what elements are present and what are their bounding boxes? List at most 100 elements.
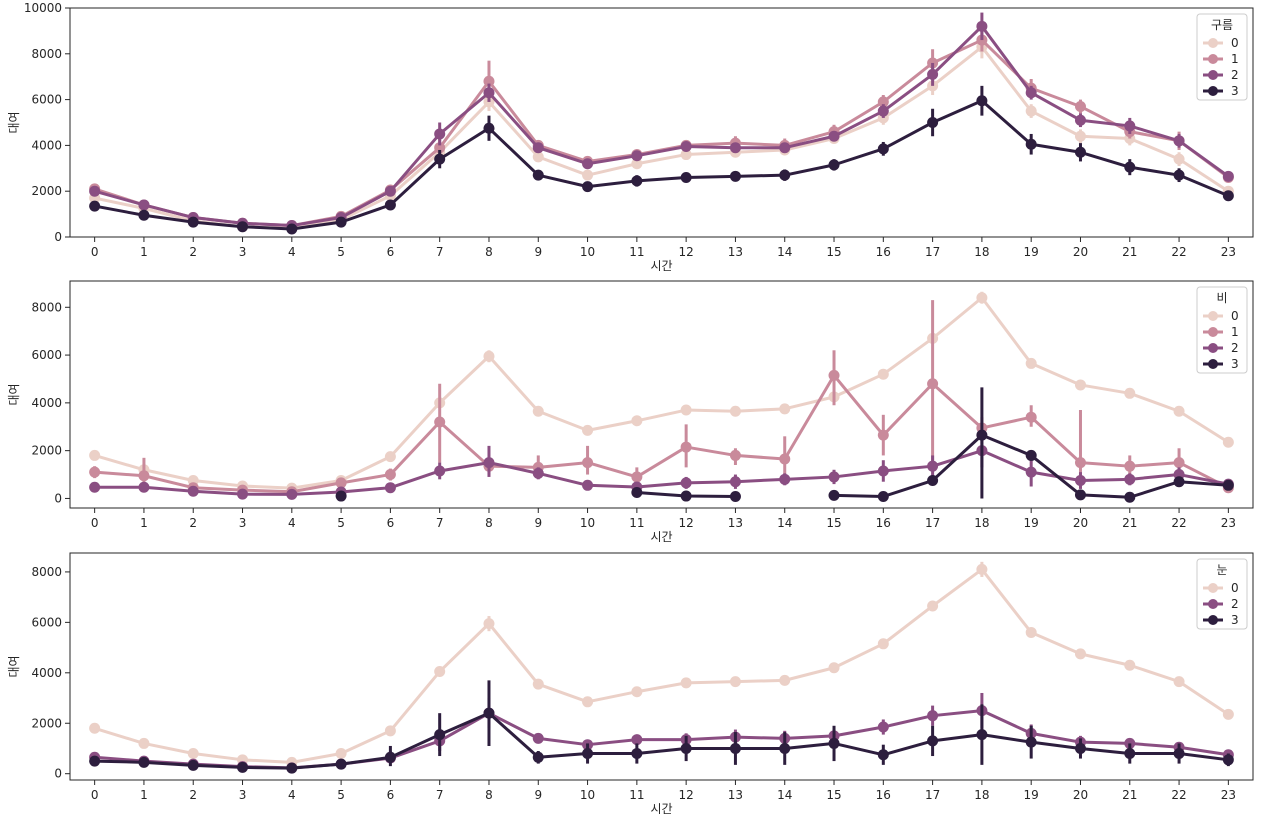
data-point (828, 737, 840, 749)
x-tick-label: 23 (1221, 245, 1236, 259)
data-point (877, 429, 889, 441)
data-point (927, 600, 939, 612)
x-tick-label: 19 (1024, 245, 1039, 259)
y-tick-label: 2000 (31, 184, 62, 198)
data-point (680, 149, 692, 161)
x-tick-label: 12 (679, 245, 694, 259)
data-point (779, 473, 791, 485)
x-tick-label: 18 (974, 788, 989, 802)
data-point (1222, 436, 1234, 448)
data-point (384, 199, 396, 211)
y-tick-label: 8000 (31, 300, 62, 314)
data-point (828, 159, 840, 171)
data-point (434, 142, 446, 154)
x-tick-label: 15 (826, 245, 841, 259)
data-point (138, 470, 150, 482)
data-point (1025, 449, 1037, 461)
data-point (877, 143, 889, 155)
data-point (927, 475, 939, 487)
y-axis-label: 대여 (7, 655, 21, 677)
data-point (779, 742, 791, 754)
legend: 비0 1 2 3 (1196, 286, 1248, 374)
data-point (89, 722, 101, 734)
data-point (237, 488, 249, 500)
data-point (680, 441, 692, 453)
data-point (1025, 138, 1037, 150)
x-tick-label: 23 (1221, 788, 1236, 802)
legend: 눈0 2 3 (1196, 558, 1248, 630)
data-point (1124, 491, 1136, 503)
x-tick-label: 16 (876, 516, 891, 530)
data-point (927, 710, 939, 722)
data-point (532, 732, 544, 744)
y-tick-label: 6000 (31, 93, 62, 107)
data-point (729, 142, 741, 154)
legend-marker (1208, 311, 1218, 321)
data-point (976, 95, 988, 107)
data-point (877, 368, 889, 380)
y-tick-label: 6000 (31, 348, 62, 362)
y-tick-label: 0 (54, 230, 62, 244)
data-point (976, 20, 988, 32)
data-point (927, 735, 939, 747)
data-point (483, 75, 495, 87)
data-point (384, 482, 396, 494)
data-point (483, 618, 495, 630)
data-point (582, 424, 594, 436)
data-point (1222, 190, 1234, 202)
data-point (286, 762, 298, 774)
x-tick-label: 0 (91, 516, 99, 530)
data-point (384, 751, 396, 763)
data-point (384, 451, 396, 463)
data-point (483, 87, 495, 99)
data-point (1124, 659, 1136, 671)
x-tick-label: 14 (777, 788, 792, 802)
x-tick-label: 1 (140, 245, 148, 259)
legend-marker (1208, 70, 1218, 80)
x-tick-label: 9 (534, 245, 542, 259)
x-tick-label: 18 (974, 245, 989, 259)
data-point (483, 457, 495, 469)
data-point (187, 759, 199, 771)
data-point (976, 429, 988, 441)
y-tick-label: 4000 (31, 666, 62, 680)
data-point (434, 465, 446, 477)
data-point (1222, 708, 1234, 720)
data-point (532, 151, 544, 163)
data-point (877, 491, 889, 503)
x-tick-label: 18 (974, 516, 989, 530)
series-line (94, 711, 1229, 770)
x-tick-label: 4 (288, 245, 296, 259)
data-point (828, 471, 840, 483)
data-point (335, 216, 347, 228)
x-tick-label: 22 (1171, 245, 1186, 259)
data-point (89, 449, 101, 461)
data-point (1074, 742, 1086, 754)
y-tick-label: 6000 (31, 615, 62, 629)
data-point (680, 171, 692, 183)
x-tick-label: 6 (387, 245, 395, 259)
data-point (1025, 626, 1037, 638)
data-point (1074, 475, 1086, 487)
legend-label: 1 (1231, 325, 1239, 339)
x-tick-label: 8 (485, 245, 493, 259)
x-tick-label: 17 (925, 788, 940, 802)
x-tick-label: 3 (239, 245, 247, 259)
series-3 (335, 387, 1234, 503)
x-tick-label: 19 (1024, 516, 1039, 530)
data-point (1124, 473, 1136, 485)
data-point (532, 467, 544, 479)
legend-marker (1208, 343, 1218, 353)
x-tick-label: 14 (777, 245, 792, 259)
data-point (1173, 457, 1185, 469)
data-point (1074, 146, 1086, 158)
x-tick-label: 11 (629, 245, 644, 259)
x-tick-label: 4 (288, 788, 296, 802)
data-point (927, 460, 939, 472)
data-point (138, 481, 150, 493)
x-tick-label: 11 (629, 788, 644, 802)
data-point (927, 117, 939, 128)
data-point (779, 142, 791, 154)
data-point (779, 403, 791, 415)
axes-frame (69, 552, 1254, 781)
